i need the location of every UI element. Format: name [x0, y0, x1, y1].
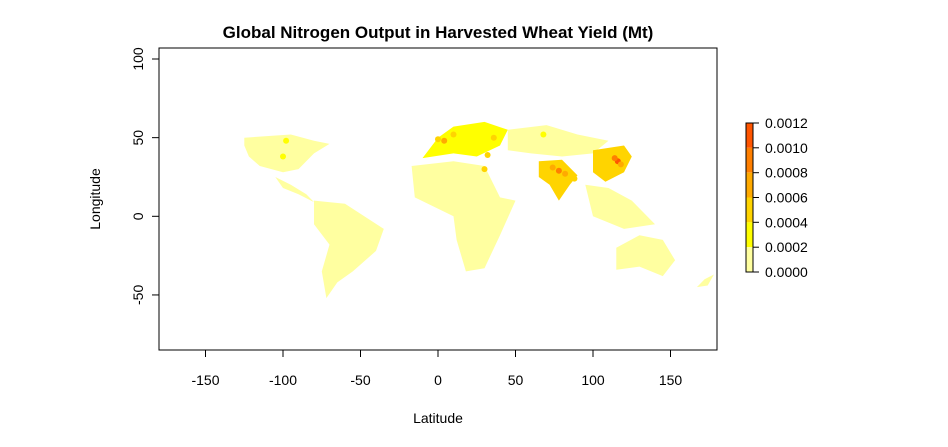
legend-tick-label: 0.0000 — [765, 264, 808, 280]
region-australia — [616, 235, 676, 277]
color-legend: 0.0000 0.0002 0.0004 0.0006 0.0008 0.0010 0.00… — [745, 115, 808, 280]
hotspot-cell — [441, 137, 448, 144]
x-tick-label: 150 — [659, 372, 683, 388]
y-tick-label: 0 — [130, 212, 146, 220]
region-south-asia — [538, 159, 578, 201]
region-africa — [411, 161, 516, 272]
region-europe — [422, 121, 508, 159]
x-tick-label: 0 — [434, 372, 442, 388]
hotspot-cell — [540, 131, 547, 138]
region-central-america — [275, 177, 314, 203]
legend-swatch — [746, 247, 753, 272]
hotspot-cell — [481, 166, 488, 173]
hotspot-cell — [283, 137, 290, 144]
map-layer — [244, 121, 714, 299]
x-tick-label: 100 — [581, 372, 605, 388]
region-southeast-asia — [585, 184, 655, 229]
region-south-america — [314, 200, 384, 299]
y-tick-label: 100 — [130, 47, 146, 71]
hotspot-cell — [435, 136, 441, 143]
x-axis-label: Latitude — [413, 410, 463, 426]
hotspot-cell — [611, 155, 618, 162]
legend-tick-label: 0.0010 — [765, 140, 808, 156]
chart-title: Global Nitrogen Output in Harvested Whea… — [223, 23, 654, 42]
hotspot-cell — [549, 164, 556, 171]
x-tick-label: -100 — [269, 372, 297, 388]
legend-swatch — [746, 197, 753, 223]
region-new-zealand — [696, 274, 714, 288]
hotspot-cell — [280, 153, 286, 160]
y-tick-label: -50 — [130, 285, 146, 305]
legend-tick-label: 0.0002 — [765, 239, 808, 255]
hotspot-cell — [450, 131, 457, 138]
x-tick-label: -50 — [350, 372, 370, 388]
legend-swatch — [746, 172, 753, 198]
y-tick-label: 50 — [130, 130, 146, 146]
hotspot-cell — [617, 161, 624, 168]
legend-tick-label: 0.0012 — [765, 115, 808, 131]
hotspot-cell — [562, 170, 569, 177]
legend-swatch — [746, 123, 753, 148]
y-axis-label: Longitude — [87, 168, 103, 230]
legend-swatch — [746, 147, 753, 173]
y-axis: -50 0 50 100 — [130, 47, 160, 305]
region-central-asia — [507, 125, 609, 157]
x-tick-label: 50 — [508, 372, 524, 388]
hotspot-cell — [555, 167, 562, 174]
legend-tick-label: 0.0008 — [765, 165, 808, 181]
x-tick-label: -150 — [191, 372, 219, 388]
hotspot-cell — [571, 175, 578, 182]
legend-swatch — [746, 222, 753, 248]
legend-tick-label: 0.0006 — [765, 190, 808, 206]
region-china — [593, 145, 632, 182]
region-north-america — [244, 134, 330, 173]
x-axis: -150 -100 -50 0 50 100 150 — [191, 349, 683, 388]
legend-tick-label: 0.0004 — [765, 214, 808, 230]
hotspot-cell — [490, 134, 497, 141]
hotspot-cell — [484, 152, 491, 158]
